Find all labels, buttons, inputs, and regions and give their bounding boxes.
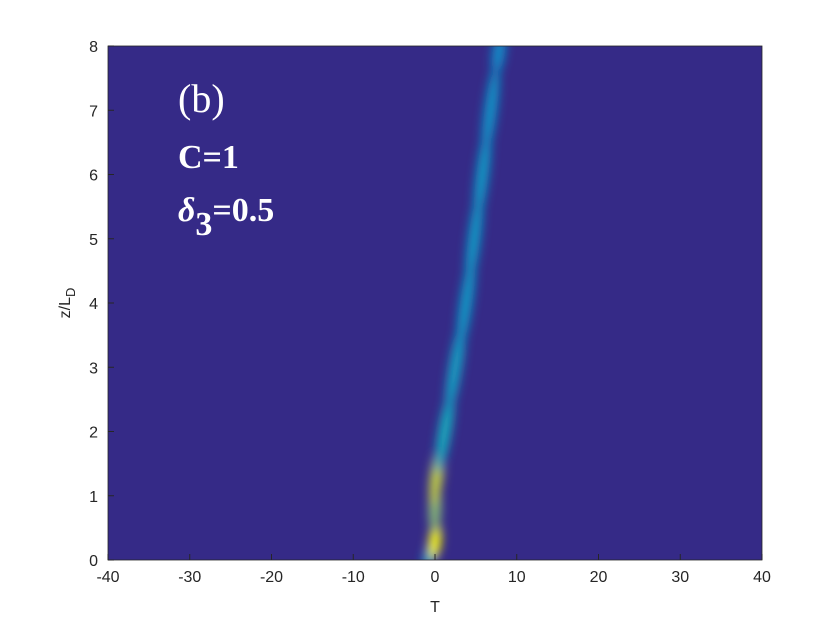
- y-axis-label: z/LD: [57, 288, 78, 319]
- ridge-cell: [482, 64, 500, 157]
- x-tick-label: 0: [431, 569, 440, 586]
- y-label-sub: D: [63, 288, 78, 297]
- x-tick-label: 40: [753, 569, 771, 586]
- x-tick-label: 10: [508, 569, 526, 586]
- y-tick-label: 1: [89, 489, 98, 506]
- y-tick-label: 3: [89, 360, 98, 377]
- ridge: [423, 46, 506, 560]
- annotation: C=1: [178, 139, 239, 176]
- y-tick-label: 8: [89, 39, 98, 56]
- y-tick-label: 0: [89, 553, 98, 570]
- param-value: =0.5: [212, 192, 274, 229]
- param-symbol: δ: [178, 192, 195, 229]
- x-tick-label: 30: [671, 569, 689, 586]
- y-label-main: z/L: [57, 297, 74, 318]
- plot-area: [108, 46, 762, 560]
- ridge-cell: [428, 522, 442, 559]
- param-annotation: δ3=0.5: [178, 192, 274, 243]
- ridge-cell: [492, 46, 506, 75]
- y-tick-label: 5: [89, 232, 98, 249]
- param-sub: 3: [195, 206, 212, 243]
- x-tick-label: -10: [342, 569, 365, 586]
- x-tick-label: -30: [178, 569, 201, 586]
- y-tick-label: 4: [89, 296, 98, 313]
- x-tick-label: 20: [590, 569, 608, 586]
- x-axis-label: T: [430, 599, 440, 616]
- x-tick-label: -40: [96, 569, 119, 586]
- y-tick-label: 2: [89, 425, 98, 442]
- y-tick-label: 7: [89, 103, 98, 120]
- y-tick-label: 6: [89, 168, 98, 185]
- panel-label: (b): [178, 76, 225, 121]
- x-tick-label: -20: [260, 569, 283, 586]
